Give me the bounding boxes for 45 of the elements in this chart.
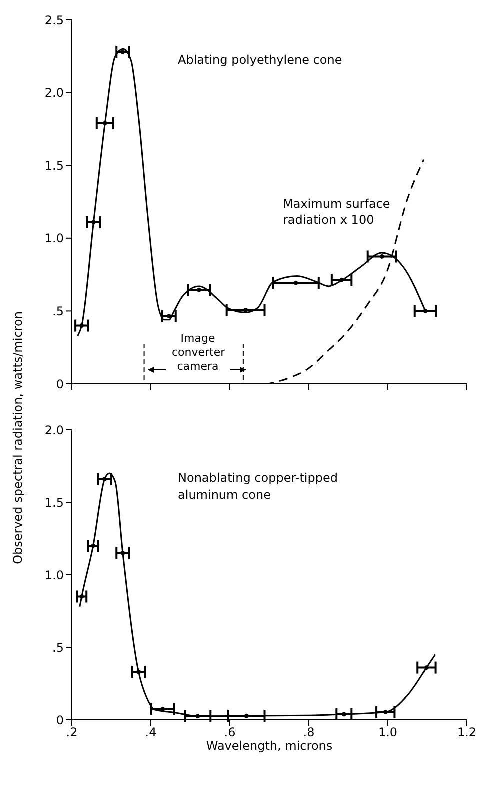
- point: [102, 477, 107, 482]
- point: [340, 278, 344, 282]
- point: [196, 714, 200, 719]
- x-tick-label: .6: [224, 726, 236, 740]
- point: [342, 712, 346, 717]
- x-tick-label: .8: [303, 726, 315, 740]
- point: [120, 551, 126, 556]
- point: [92, 220, 96, 225]
- y-tick-label: 0: [56, 713, 64, 728]
- point: [91, 544, 96, 548]
- point: [294, 280, 298, 286]
- y-axis-title: Observed spectral radiation, watts/micron: [11, 312, 25, 564]
- series-label: Maximum surface radiation x 100: [283, 196, 392, 228]
- point: [80, 324, 84, 328]
- x-axis-title: Wavelength, microns: [206, 739, 333, 753]
- annotation: Ablating polyethylene cone: [178, 52, 344, 69]
- x-tick-label: 1.2: [457, 726, 477, 740]
- y-tick-label: 0: [56, 377, 64, 392]
- point: [383, 710, 388, 715]
- point: [102, 121, 108, 126]
- annotation: Nonablating copper-tipped aluminum cone: [178, 470, 339, 504]
- point: [120, 50, 126, 54]
- y-tick-label: 2.0: [44, 423, 64, 438]
- point: [424, 666, 429, 670]
- y-tick-label: .5: [52, 304, 64, 318]
- point: [423, 309, 428, 314]
- annotation: Image converter camera: [171, 332, 226, 374]
- x-tick-label: .2: [66, 726, 78, 740]
- point: [196, 288, 202, 292]
- y-tick-label: .5: [52, 640, 64, 655]
- point: [160, 707, 166, 712]
- point: [80, 594, 84, 599]
- y-tick-label: 1.5: [44, 158, 64, 173]
- y-tick-label: 2.0: [44, 86, 64, 100]
- x-tick-label: 1.0: [378, 726, 398, 740]
- y-tick-label: 1.0: [44, 568, 64, 582]
- point: [136, 670, 141, 674]
- y-tick-label: 1.5: [44, 496, 64, 510]
- y-tick-label: 1.0: [44, 232, 64, 246]
- x-tick-label: .4: [145, 726, 157, 740]
- point: [380, 254, 384, 259]
- point: [166, 314, 172, 318]
- y-tick-label: 2.5: [44, 13, 64, 28]
- point: [244, 308, 248, 312]
- point: [244, 714, 249, 718]
